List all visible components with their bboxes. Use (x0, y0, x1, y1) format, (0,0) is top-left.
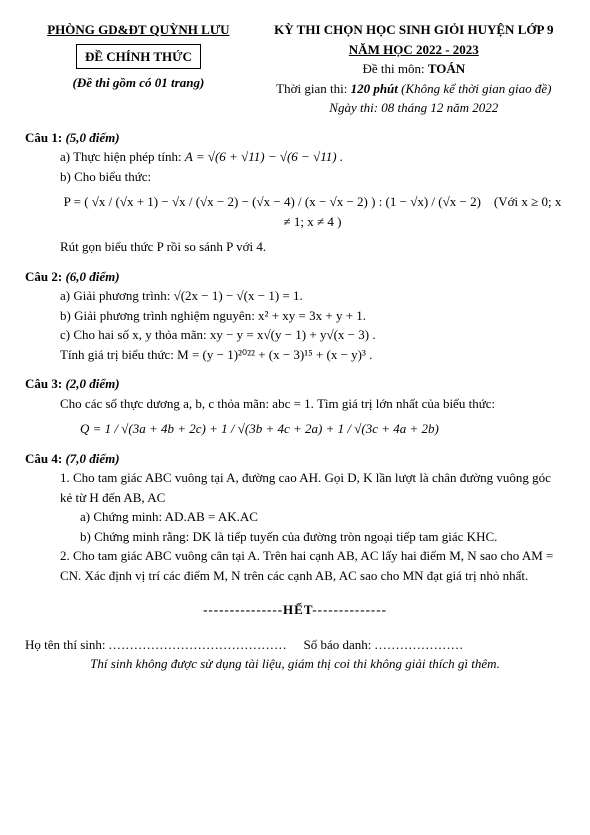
subject-line: Đề thi môn: TOÁN (263, 59, 565, 79)
q1b-task: Rút gọn biểu thức P rồi so sánh P với 4. (60, 237, 565, 257)
id-label: Số báo danh: (304, 637, 372, 652)
q3-body: Cho các số thực dương a, b, c thỏa mãn: … (60, 394, 565, 439)
q1a-line: a) Thực hiện phép tính: A = √(6 + √11) −… (60, 147, 565, 167)
name-dots: ........................................… (109, 637, 288, 652)
q1-title: Câu 1: (25, 130, 62, 145)
q4-points: (7,0 điểm) (65, 451, 119, 466)
q2c1: c) Cho hai số x, y thỏa mãn: xy − y = x√… (60, 325, 565, 345)
official-box: ĐỀ CHÍNH THỨC (76, 44, 201, 70)
q2c2: Tính giá trị biểu thức: M = (y − 1)²⁰²² … (60, 345, 565, 365)
question-2: Câu 2: (6,0 điểm) a) Giải phương trình: … (25, 267, 565, 365)
q2-body: a) Giải phương trình: √(2x − 1) − √(x − … (60, 286, 565, 364)
q2-points: (6,0 điểm) (65, 269, 119, 284)
footer-note: Thí sinh không được sử dụng tài liệu, gi… (25, 654, 565, 674)
q1b-formula-row: P = ( √x / (√x + 1) − √x / (√x − 2) − (√… (60, 192, 565, 231)
exam-year: NĂM HỌC 2022 - 2023 (263, 40, 565, 60)
q1b-text: b) Cho biểu thức: (60, 167, 565, 187)
subject: TOÁN (428, 61, 465, 76)
q1-body: a) Thực hiện phép tính: A = √(6 + √11) −… (60, 147, 565, 257)
q4-p2: 2. Cho tam giác ABC vuông cân tại A. Trê… (60, 546, 565, 585)
q3-title: Câu 3: (25, 376, 62, 391)
subject-label: Đề thi môn: (362, 61, 424, 76)
q4-p1a: a) Chứng minh: AD.AB = AK.AC (80, 507, 565, 527)
question-1: Câu 1: (5,0 điểm) a) Thực hiện phép tính… (25, 128, 565, 257)
q3-text: Cho các số thực dương a, b, c thỏa mãn: … (60, 394, 565, 414)
q4-title: Câu 4: (25, 451, 62, 466)
name-label: Họ tên thí sinh: (25, 637, 106, 652)
dept: PHÒNG GD&ĐT QUỲNH LƯU (25, 20, 252, 40)
q1a-formula: A = √(6 + √11) − √(6 − √11) . (185, 149, 343, 164)
q3-formula: Q = 1 / √(3a + 4b + 2c) + 1 / √(3b + 4c … (80, 419, 565, 439)
q4-p1b: b) Chứng minh rằng: DK là tiếp tuyến của… (80, 527, 565, 547)
header-left: PHÒNG GD&ĐT QUỲNH LƯU ĐỀ CHÍNH THỨC (Đề … (25, 20, 252, 118)
question-3: Câu 3: (2,0 điểm) Cho các số thực dương … (25, 374, 565, 439)
time-line: Thời gian thi: 120 phút (Không kể thời g… (263, 79, 565, 99)
end-marker: ---------------HẾT-------------- (25, 600, 565, 620)
header-right: KỲ THI CHỌN HỌC SINH GIỎI HUYỆN LỚP 9 NĂ… (263, 20, 565, 118)
footer-fields: Họ tên thí sinh: .......................… (25, 635, 565, 655)
q2a: a) Giải phương trình: √(2x − 1) − √(x − … (60, 286, 565, 306)
time-label: Thời gian thi: (276, 81, 347, 96)
id-dots: ..................... (375, 637, 464, 652)
q1a-text: a) Thực hiện phép tính: (60, 149, 182, 164)
page-note: (Đề thi gồm có 01 trang) (25, 73, 252, 93)
header: PHÒNG GD&ĐT QUỲNH LƯU ĐỀ CHÍNH THỨC (Đề … (25, 20, 565, 118)
time-note: (Không kể thời gian giao đề) (401, 81, 551, 96)
question-4: Câu 4: (7,0 điểm) 1. Cho tam giác ABC vu… (25, 449, 565, 586)
footer: Họ tên thí sinh: .......................… (25, 635, 565, 674)
time-value: 120 phút (351, 81, 398, 96)
exam-date: Ngày thi: 08 tháng 12 năm 2022 (263, 98, 565, 118)
q2b: b) Giải phương trình nghiệm nguyên: x² +… (60, 306, 565, 326)
q4-p1: 1. Cho tam giác ABC vuông tại A, đường c… (60, 468, 565, 507)
exam-title: KỲ THI CHỌN HỌC SINH GIỎI HUYỆN LỚP 9 (263, 20, 565, 40)
q3-points: (2,0 điểm) (65, 376, 119, 391)
q1-points: (5,0 điểm) (65, 130, 119, 145)
q2-title: Câu 2: (25, 269, 62, 284)
q1b-formula: P = ( √x / (√x + 1) − √x / (√x − 2) − (√… (64, 194, 481, 209)
q4-body: 1. Cho tam giác ABC vuông tại A, đường c… (60, 468, 565, 585)
